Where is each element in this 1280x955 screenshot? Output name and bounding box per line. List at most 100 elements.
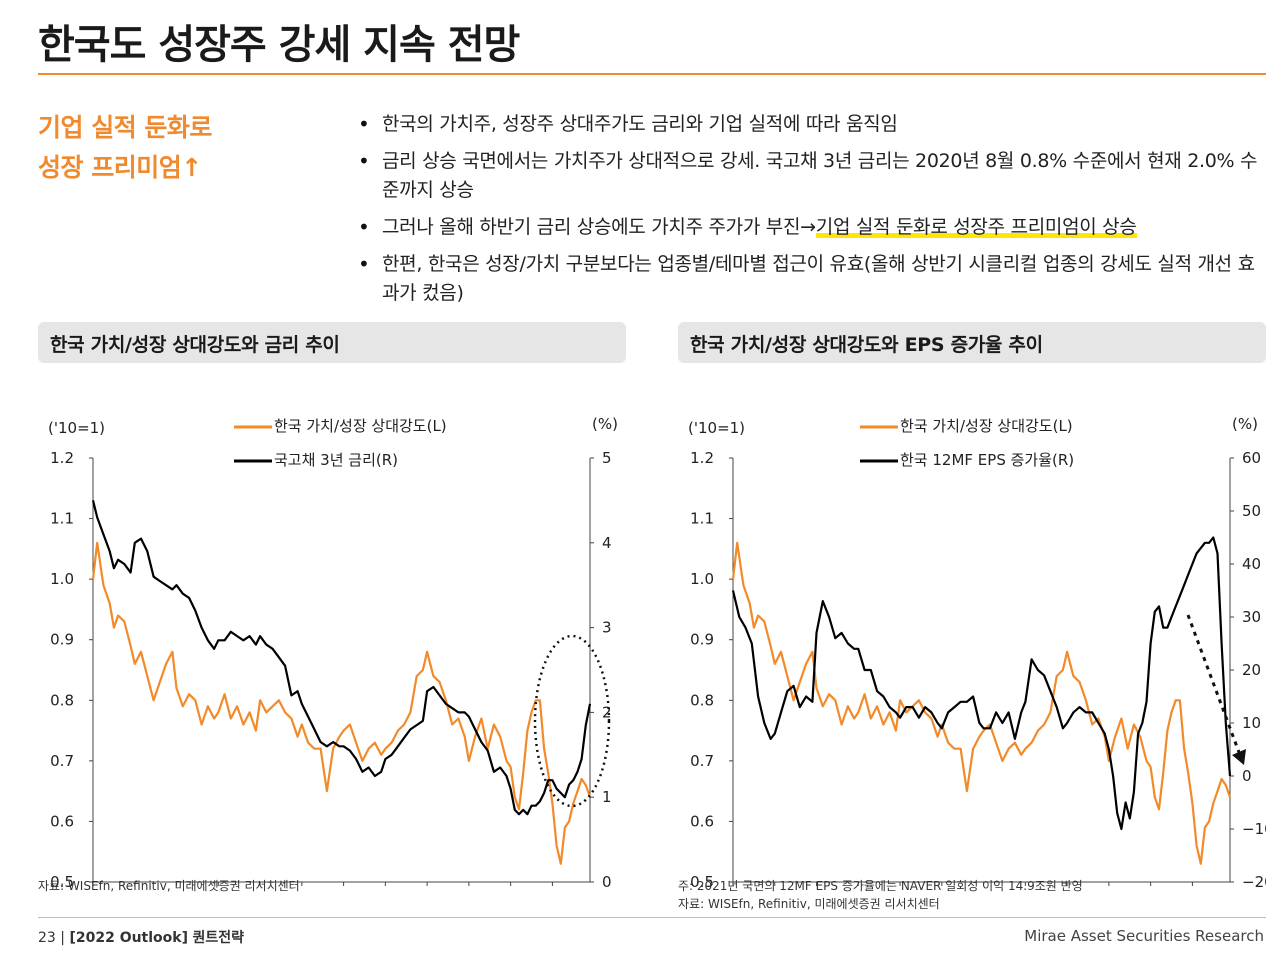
left-tick-label: 0.5 [50,873,74,891]
left-tick-label: 0.9 [690,631,714,649]
left-tick-label: 1.2 [50,449,74,467]
left-unit-label: ('10=1) [48,419,105,437]
right-unit-label: (%) [1232,415,1258,433]
title-divider [38,73,1266,75]
left-tick-label: 0.6 [690,812,714,830]
x-tick-label: 16 [334,892,353,893]
x-tick-label: 14 [891,892,910,893]
left-tick-label: 0.7 [690,752,714,770]
x-tick-label: 21 [1183,892,1202,893]
x-tick-label: 10 [83,892,102,893]
right-tick-label: 3 [602,619,612,637]
series-line-eps [731,536,1232,831]
x-tick-label: 17 [1016,892,1035,893]
left-tick-label: 1.1 [50,510,74,528]
right-tick-label: 10 [1242,714,1261,732]
legend-label: 국고채 3년 금리(R) [274,451,398,469]
x-tick-label: 20 [1141,892,1160,893]
x-tick-label: 17 [376,892,395,893]
bullet-text: 그러나 올해 하반기 금리 상승에도 가치주 주가가 부진 [382,216,801,238]
right-tick-label: −20 [1242,873,1266,891]
trend-arrow-head [1232,749,1246,765]
outlook-label: [2022 Outlook] [69,930,188,946]
trend-arrow-line [1186,614,1242,756]
source-note: 자료: WISEfn, Refinitiv, 미래에셋증권 리서치센터 [38,879,300,893]
right-tick-label: 5 [602,449,612,467]
legend-label: 한국 가치/성장 상대강도(L) [274,417,447,435]
highlighted-text: 기업 실적 둔화로 성장주 프리미엄이 상승 [815,216,1137,238]
page-number: 23 [38,930,56,946]
x-tick-label: 20 [501,892,520,893]
x-tick-label: 15 [292,892,311,893]
footer-separator: | [60,930,70,946]
x-tick-label: 12 [807,892,826,893]
x-tick-label: 21 [543,892,562,893]
left-tick-label: 0.8 [690,691,714,709]
right-tick-label: 20 [1242,661,1261,679]
bullet-item: 그러나 올해 하반기 금리 상승에도 가치주 주가가 부진→기업 실적 둔화로 … [358,213,1258,242]
page-title: 한국도 성장주 강세 지속 전망 [38,22,520,68]
x-tick-label: 19 [1099,892,1118,893]
bullet-item: 한편, 한국은 성장/가치 구분보다는 업종별/테마별 접근이 유효(올해 상반… [358,250,1258,308]
x-tick-label: 19 [459,892,478,893]
x-tick-label: 18 [1058,892,1077,893]
chart-eps-svg: 1.2 1.1 1.0 0.9 0.8 0.7 0.6 0.5 60 50 40 30 20 10 0 −10… [688,415,1266,893]
source-note: 주: 2021년 국면의 12MF EPS 증가율에는 NAVER 일회성 이익… [678,877,1083,913]
series-line-relative-strength [91,541,592,865]
chart-panel-rates: 한국 가치/성장 상대강도와 금리 추이 1.2 1.1 1.0 0.9 0.8 0.7 0… [38,322,626,893]
chart-title: 한국 가치/성장 상대강도와 금리 추이 [38,322,626,363]
x-tick-label: 13 [849,892,868,893]
chart-panel-eps: 한국 가치/성장 상대강도와 EPS 증가율 추이 1.2 1.1 1.0 0.9 0.… [678,322,1266,893]
highlight-ellipse [533,634,611,808]
right-tick-label: 0 [602,873,612,891]
left-tick-label: 0.7 [50,752,74,770]
right-tick-label: 30 [1242,608,1261,626]
x-tick-label: 16 [974,892,993,893]
series-line-relative-strength [731,541,1232,865]
right-tick-label: 1 [602,788,612,806]
brand-name: Mirae Asset Securities Research [1024,927,1264,945]
side-heading: 기업 실적 둔화로 성장 프리미엄↑ [38,108,212,188]
footer-left: 23 | [2022 Outlook] 퀀트전략 [38,927,244,947]
right-tick-label: 50 [1242,502,1261,520]
arrow-glyph: → [800,216,816,238]
chart-rates-svg: 1.21.11.00.90.80.70.60.55432101011121314… [48,415,618,893]
x-tick-label: 11 [765,892,784,893]
x-tick-label: 13 [209,892,228,893]
x-tick-label: 18 [418,892,437,893]
left-tick-label: 0.5 [690,873,714,891]
bullet-item: 금리 상승 국면에서는 가치주가 상대적으로 강세. 국고채 3년 금리는 20… [358,147,1258,205]
x-tick-label: 14 [251,892,270,893]
left-tick-label: 1.2 [690,449,714,467]
x-tick-label: 10 [723,892,742,893]
left-tick-label: 1.0 [50,570,74,588]
right-tick-label: 0 [1242,767,1252,785]
footer-divider [38,917,1266,918]
side-heading-line2: 성장 프리미엄↑ [38,153,202,182]
footnote: 주: 2021년 국면의 12MF EPS 증가율에는 NAVER 일회성 이익… [678,879,1083,893]
left-tick-label: 1.1 [690,510,714,528]
legend-label: 한국 12MF EPS 증가율(R) [900,451,1074,469]
right-tick-label: −10 [1242,820,1266,838]
left-tick-label: 0.8 [50,691,74,709]
bullet-list: 한국의 가치주, 성장주 상대주가도 금리와 기업 실적에 따라 움직임 금리 … [358,110,1258,316]
right-tick-label: 4 [602,534,612,552]
right-tick-label: 60 [1242,449,1261,467]
section-label: 퀀트전략 [192,930,244,946]
source-line: 자료: WISEfn, Refinitiv, 미래에셋증권 리서치센터 [678,897,940,911]
series-line-rate [91,500,592,816]
x-tick-label: 11 [125,892,144,893]
legend-label: 한국 가치/성장 상대강도(L) [900,417,1073,435]
chart-title: 한국 가치/성장 상대강도와 EPS 증가율 추이 [678,322,1266,363]
x-tick-label: 12 [167,892,186,893]
left-unit-label: ('10=1) [688,419,745,437]
right-tick-label: 40 [1242,555,1261,573]
left-tick-label: 0.6 [50,812,74,830]
right-tick-label: 2 [602,703,612,721]
x-tick-label: 15 [932,892,951,893]
bullet-item: 한국의 가치주, 성장주 상대주가도 금리와 기업 실적에 따라 움직임 [358,110,1258,139]
left-tick-label: 0.9 [50,631,74,649]
right-unit-label: (%) [592,415,618,433]
left-tick-label: 1.0 [690,570,714,588]
side-heading-line1: 기업 실적 둔화로 [38,113,212,142]
